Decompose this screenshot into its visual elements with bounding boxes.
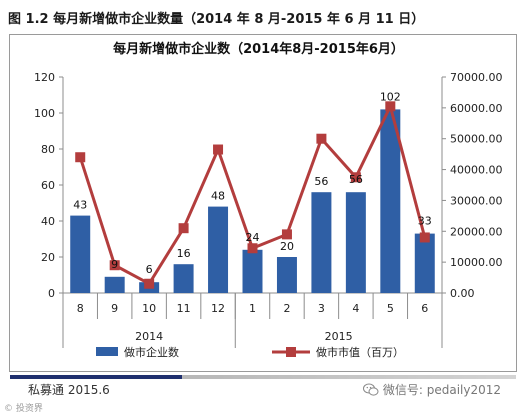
right-tick-label: 60000.00 [450, 102, 503, 115]
category-label: 5 [387, 302, 394, 315]
line-point [144, 278, 155, 289]
left-tick-label: 60 [41, 179, 55, 192]
legend-line-marker [286, 347, 296, 357]
bar-data-label: 6 [146, 263, 153, 276]
chart-title: 每月新增做市企业数（2014年8月-2015年6月） [113, 41, 404, 57]
category-label: 8 [77, 302, 84, 315]
bar-data-label: 20 [280, 240, 294, 253]
left-tick-label: 20 [41, 251, 55, 264]
chart-canvas: 每月新增做市企业数（2014年8月-2015年6月）02040608010012… [34, 41, 503, 359]
line-point [75, 152, 86, 163]
bar [173, 264, 194, 293]
line-point [385, 101, 396, 112]
line-point [213, 144, 224, 155]
legend-line-label: 做市市值（百万） [316, 345, 404, 359]
bar [242, 249, 263, 293]
bar-data-label: 33 [418, 215, 432, 228]
line-point [109, 260, 120, 271]
bar [414, 233, 435, 293]
bar-data-label: 43 [73, 199, 87, 212]
source-note: 私募通 2015.6 [28, 383, 110, 397]
category-label: 4 [352, 302, 359, 315]
bottom-mark: © 投资界 [4, 404, 43, 414]
watermark: 微信号: pedaily2012 [362, 381, 501, 398]
year-label: 2014 [135, 330, 163, 343]
line-point [281, 229, 292, 240]
category-label: 9 [111, 302, 118, 315]
line-point [247, 243, 258, 254]
bar [208, 206, 229, 293]
bar [380, 109, 401, 294]
legend-bar-label: 做市企业数 [124, 345, 179, 359]
category-label: 10 [142, 302, 156, 315]
legend-bar-swatch [96, 347, 118, 356]
line-point [350, 172, 361, 183]
line-point [178, 223, 189, 234]
right-tick-label: 50000.00 [450, 133, 503, 146]
right-tick-label: 70000.00 [450, 71, 503, 84]
right-tick-label: 40000.00 [450, 164, 503, 177]
left-tick-label: 100 [34, 107, 55, 120]
bar-data-label: 56 [349, 173, 363, 186]
chart-frame: 每月新增做市企业数（2014年8月-2015年6月） 0 20 40 60 80 100 12… [9, 34, 517, 372]
right-tick-label: 30000.00 [450, 194, 503, 207]
bar-data-label: 9 [111, 258, 118, 271]
right-tick-label: 0.00 [450, 287, 475, 300]
bar [70, 215, 91, 293]
category-label: 2 [283, 302, 290, 315]
wechat-icon [362, 383, 379, 396]
category-label: 1 [249, 302, 256, 315]
watermark-text: 微信号: pedaily2012 [382, 383, 501, 397]
line-point [316, 133, 327, 144]
category-label: 3 [318, 302, 325, 315]
left-tick-label: 40 [41, 215, 55, 228]
year-label: 2015 [325, 330, 353, 343]
left-tick-label: 120 [34, 71, 55, 84]
bar [104, 276, 125, 293]
right-tick-label: 10000.00 [450, 256, 503, 269]
category-label: 6 [421, 302, 428, 315]
bar-data-label: 102 [380, 90, 401, 103]
left-tick-label: 80 [41, 143, 55, 156]
bar [311, 192, 332, 293]
category-label: 12 [211, 302, 225, 315]
footer-divider [10, 375, 516, 379]
bar-data-label: 16 [177, 247, 191, 260]
category-label: 11 [177, 302, 191, 315]
bar-data-label: 24 [246, 231, 260, 244]
line-point [419, 232, 430, 243]
bar-data-label: 48 [211, 190, 225, 203]
bar [345, 192, 366, 293]
right-tick-label: 20000.00 [450, 225, 503, 238]
figure-caption: 图 1.2 每月新增做市企业数量（2014 年 8 月-2015 年 6 月 1… [8, 12, 425, 27]
bar [276, 257, 297, 293]
bar-data-label: 56 [314, 175, 328, 188]
left-tick-label: 0 [48, 287, 55, 300]
